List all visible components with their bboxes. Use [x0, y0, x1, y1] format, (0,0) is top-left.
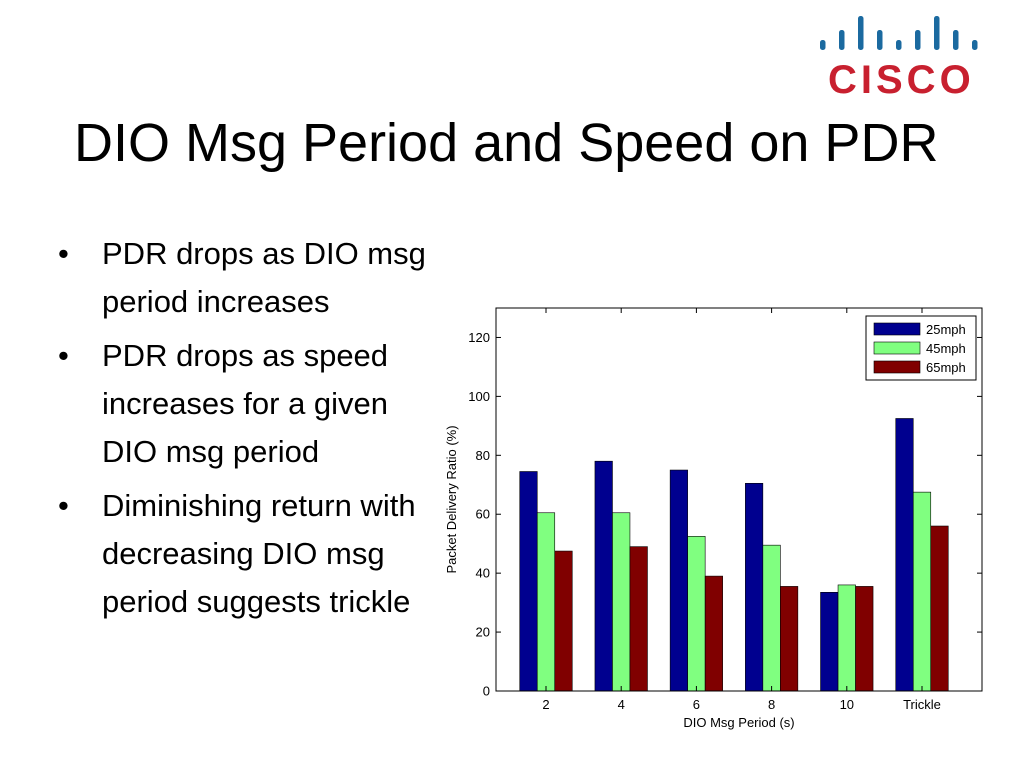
y-tick-label: 40: [476, 566, 490, 581]
x-tick-label: 2: [542, 697, 549, 712]
y-axis-label: Packet Delivery Ratio (%): [444, 425, 459, 573]
cisco-logo: CISCO: [810, 14, 986, 106]
slide-title: DIO Msg Period and Speed on PDR: [74, 113, 939, 173]
legend-swatch: [873, 341, 921, 355]
bullet-item: • PDR drops as speed increases for a giv…: [58, 332, 432, 476]
bar: [687, 536, 706, 692]
bar: [930, 525, 949, 692]
bullet-item: • PDR drops as DIO msg period increases: [58, 230, 498, 326]
cisco-logo-text: CISCO: [828, 58, 975, 102]
bullet-text: PDR drops as speed increases for a given…: [102, 338, 389, 469]
y-tick-label: 80: [476, 448, 490, 463]
chart-canvas: 0 20 40 60 80 100 120 2 4 6 8 10 Trickle DIO Msg Peri…: [444, 307, 983, 730]
logo-bar: [839, 30, 845, 50]
x-tick-label: 8: [768, 697, 775, 712]
y-tick-label: 120: [468, 330, 490, 345]
legend-swatch: [873, 360, 921, 374]
bar: [669, 469, 688, 692]
bar: [780, 586, 799, 692]
legend-label: 25mph: [926, 322, 966, 337]
legend-label: 45mph: [926, 341, 966, 356]
logo-bar: [934, 16, 940, 50]
y-tick-label: 0: [483, 684, 490, 699]
x-tick-label: 6: [693, 697, 700, 712]
bar: [519, 471, 538, 692]
bar: [895, 418, 914, 692]
logo-bar: [915, 30, 921, 50]
legend-swatch: [873, 322, 921, 336]
bar: [855, 586, 874, 692]
bar: [704, 575, 723, 692]
bar: [594, 460, 613, 692]
logo-bar: [858, 16, 864, 50]
y-tick-label: 100: [468, 389, 490, 404]
logo-bar: [877, 30, 883, 50]
bullet-dot: •: [58, 488, 69, 523]
plot-frame: [495, 307, 983, 692]
logo-bar: [896, 40, 902, 50]
bar: [762, 544, 781, 692]
bar: [612, 512, 631, 692]
bar: [554, 550, 573, 692]
bullet-dot: •: [58, 338, 69, 373]
bullet-text: PDR drops as DIO msg period increases: [102, 236, 426, 319]
pdr-bar-chart: 0 20 40 60 80 100 120 2 4 6 8 10 Trickle DIO Msg Peri…: [430, 300, 1000, 744]
x-tick-label: 10: [840, 697, 854, 712]
bar: [820, 592, 839, 692]
bullet-text: Diminishing return with decreasing DIO m…: [102, 488, 416, 619]
bar: [912, 491, 932, 692]
x-tick-label: Trickle: [903, 697, 941, 712]
logo-bar: [972, 40, 978, 50]
logo-bar: [953, 30, 959, 50]
bullet-list: • PDR drops as DIO msg period increases …: [58, 230, 498, 632]
legend-label: 65mph: [926, 360, 966, 375]
bar: [536, 512, 556, 692]
bullet-item: • Diminishing return with decreasing DIO…: [58, 482, 432, 626]
bar: [629, 546, 648, 692]
y-tick-label: 20: [476, 625, 490, 640]
y-tick-label: 60: [476, 507, 490, 522]
cisco-bars-icon: [820, 16, 978, 50]
bar: [837, 584, 856, 692]
bullet-dot: •: [58, 236, 69, 271]
bar: [745, 482, 764, 692]
logo-bar: [820, 40, 826, 50]
x-axis-label: DIO Msg Period (s): [683, 715, 794, 730]
x-tick-label: 4: [618, 697, 625, 712]
